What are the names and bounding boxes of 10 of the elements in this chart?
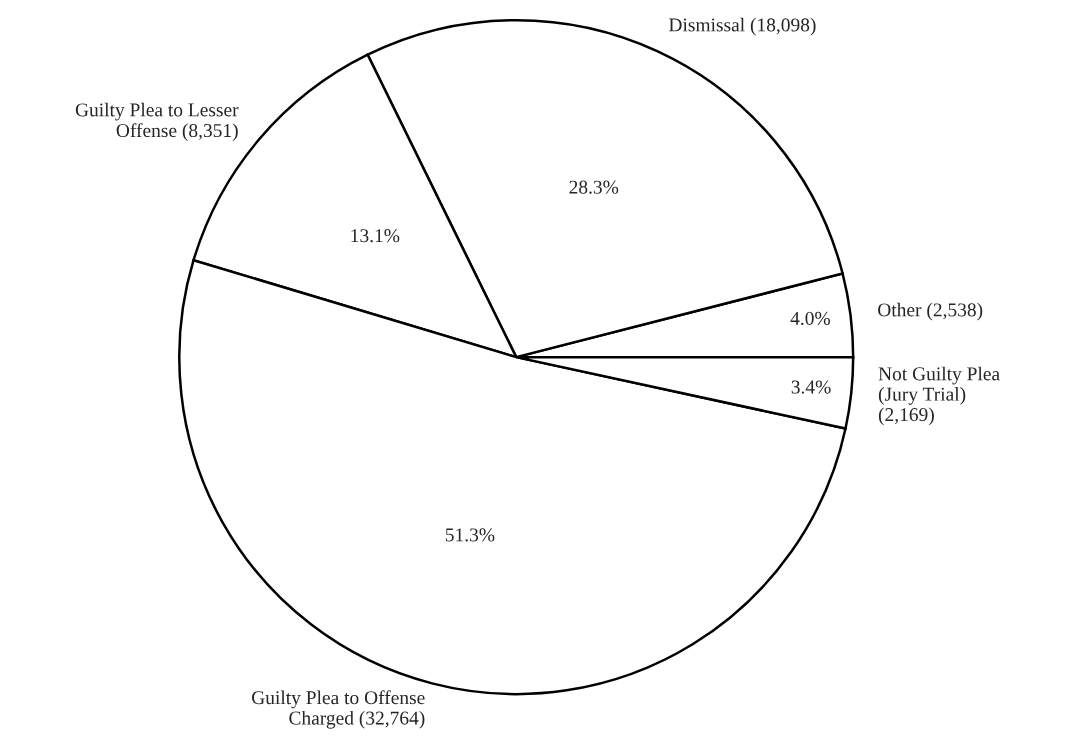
data-label: 4.0% <box>790 311 830 325</box>
data-label: 3.4% <box>791 380 831 394</box>
data-label: 28.3% <box>569 180 619 194</box>
slice-label: Other (2,538) <box>878 302 983 321</box>
data-label: 13.1% <box>351 229 400 243</box>
slice-label: Guilty Plea to Lesser Offense (8,351) <box>75 102 239 142</box>
slice-label: Dismissal (18,098) <box>668 17 816 36</box>
slice-label: Not Guilty Plea (Jury Trial) (2,169) <box>878 366 1000 426</box>
data-label: 51.3% <box>445 528 495 542</box>
slice-label: Guilty Plea to Offense Charged (32,764) <box>251 690 425 729</box>
